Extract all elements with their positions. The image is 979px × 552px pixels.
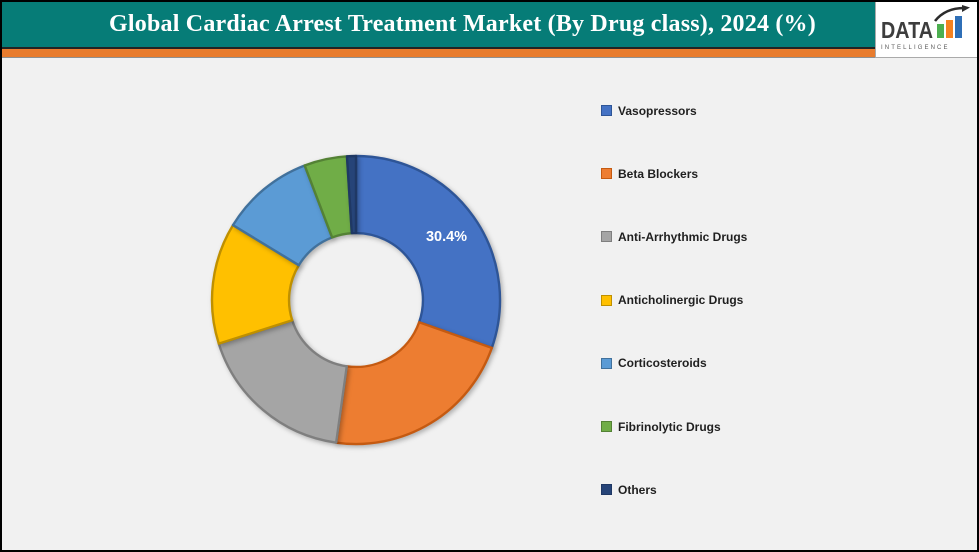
legend-marker-anti-arrhythmic-icon	[601, 231, 612, 243]
legend-label: Vasopressors	[618, 103, 697, 118]
logo-wordmark: DATA	[881, 17, 933, 43]
legend-marker-corticosteroids-icon	[601, 357, 612, 369]
header-accent-stripe	[2, 47, 875, 58]
legend-marker-others-icon	[601, 484, 612, 496]
legend-item-others: Others	[601, 458, 747, 521]
brand-logo-icon: DATA INTELLIGENCE	[881, 4, 970, 51]
slice-data-label: 30.4%	[426, 229, 467, 245]
donut-slice-others	[345, 154, 358, 235]
donut-chart: 30.4%	[210, 154, 502, 446]
brand-logo: DATA INTELLIGENCE	[875, 2, 977, 58]
legend-label: Anticholinergic Drugs	[618, 293, 744, 308]
donut-slice-anti-arrhythmic-drugs	[217, 319, 348, 444]
logo-subtext: INTELLIGENCE	[881, 45, 950, 51]
legend-item-vasopressors: Vasopressors	[601, 79, 747, 142]
legend-item-beta-blockers: Beta Blockers	[601, 142, 747, 205]
legend-item-anti-arrhythmic-drugs: Anti-Arrhythmic Drugs	[601, 205, 747, 268]
chart-area: 30.4% Vasopressors Beta Blockers Anti-Ar…	[2, 58, 977, 550]
legend-marker-fibrinolytic-icon	[601, 421, 612, 433]
legend-label: Fibrinolytic Drugs	[618, 419, 721, 434]
header-bar: Global Cardiac Arrest Treatment Market (…	[2, 2, 875, 47]
page-title: Global Cardiac Arrest Treatment Market (…	[109, 11, 816, 37]
chart-legend: Vasopressors Beta Blockers Anti-Arrhythm…	[601, 79, 747, 521]
legend-item-fibrinolytic-drugs: Fibrinolytic Drugs	[601, 395, 747, 458]
legend-item-anticholinergic-drugs: Anticholinergic Drugs	[601, 269, 747, 332]
legend-marker-beta-blockers-icon	[601, 168, 612, 180]
legend-marker-anticholinergic-icon	[601, 294, 612, 306]
donut-slice-beta-blockers	[334, 321, 493, 446]
legend-label: Others	[618, 482, 657, 497]
legend-marker-vasopressors-icon	[601, 105, 612, 117]
logo-growth-arrow-icon	[933, 4, 970, 22]
logo-bars-icon	[936, 15, 962, 38]
legend-label: Beta Blockers	[618, 166, 699, 181]
donut-slice-vasopressors	[354, 154, 502, 350]
legend-label: Corticosteroids	[618, 356, 707, 371]
legend-label: Anti-Arrhythmic Drugs	[618, 229, 748, 244]
legend-item-corticosteroids: Corticosteroids	[601, 332, 747, 395]
